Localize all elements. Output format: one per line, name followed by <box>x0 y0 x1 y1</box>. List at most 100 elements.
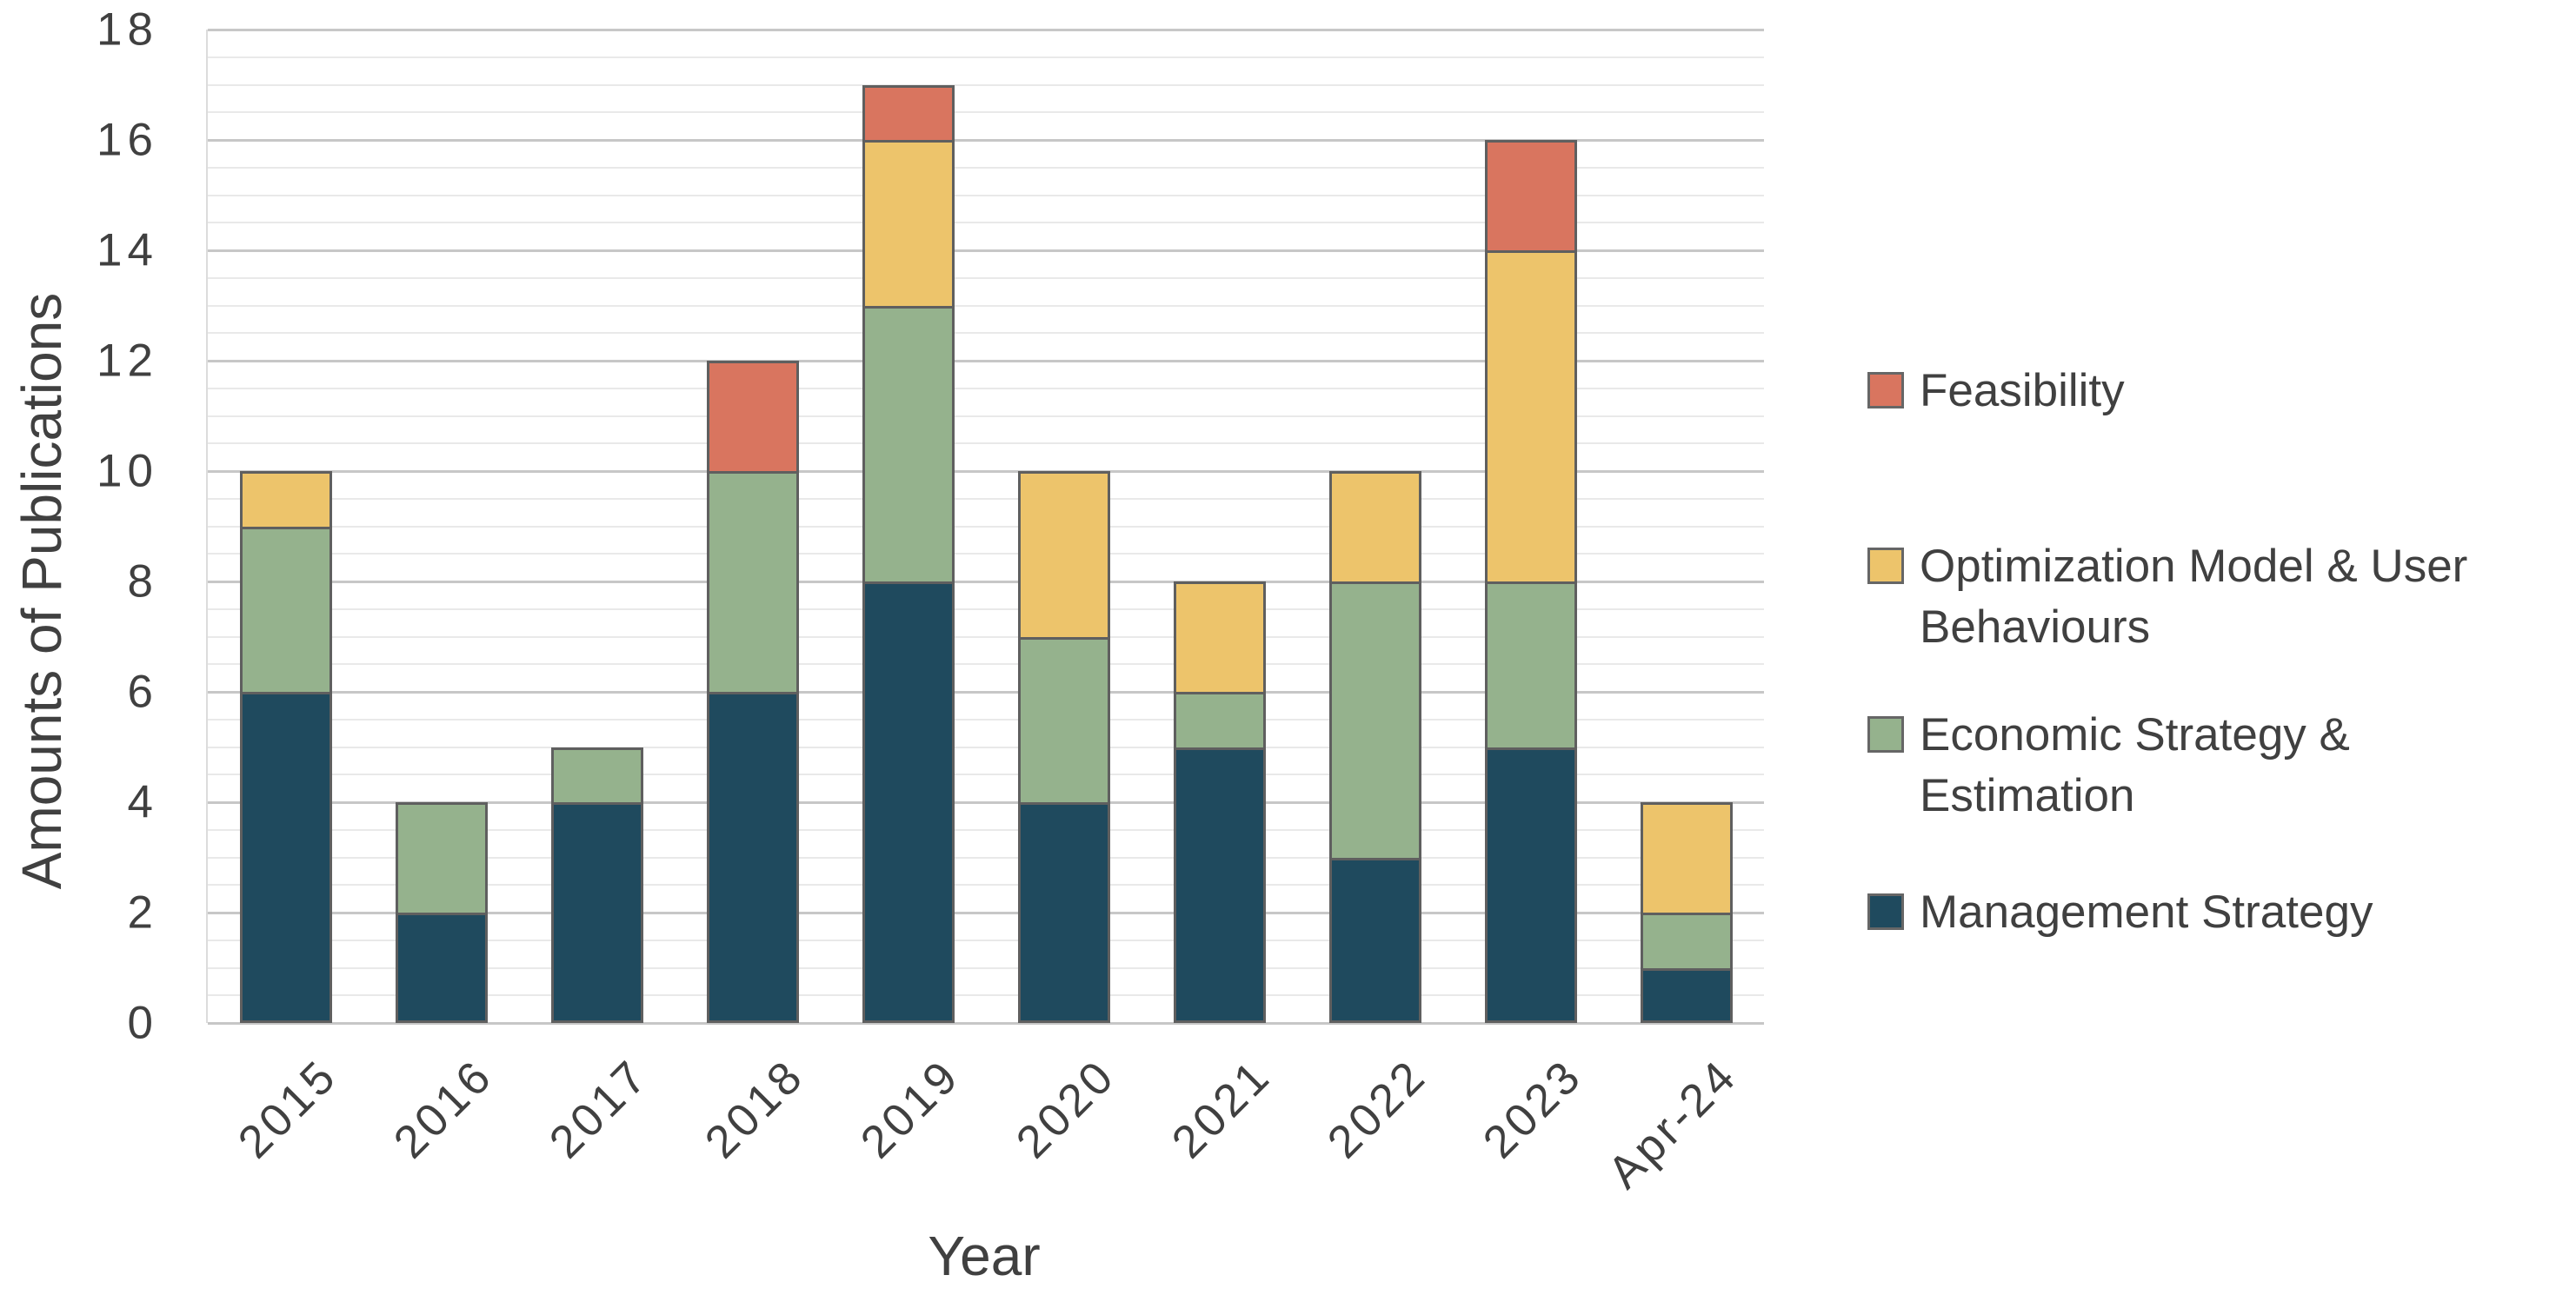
gridline-minor <box>208 994 1764 997</box>
y-axis-ticks: 0 2 4 6 8 10 12 14 16 18 <box>0 4 158 1049</box>
x-tick-label: 2018 <box>695 1049 814 1169</box>
legend-label: Optimization Model & User Behaviours <box>1920 541 2468 653</box>
legend-item-management-strategy: Management Strategy <box>1867 882 2373 943</box>
legend-label: Economic Strategy & Estimation <box>1920 709 2350 821</box>
legend-marker-icon <box>1867 372 1904 408</box>
gridline-major <box>208 691 1764 694</box>
bar-segment-2019-management-strategy <box>862 581 955 1023</box>
x-axis-ticks: 2015 2016 2017 2018 2019 2020 2021 2022 2023 Apr-… <box>206 1023 1762 1315</box>
gridline-minor <box>208 83 1764 86</box>
gridline-minor <box>208 884 1764 887</box>
bar-segment-2016-management-strategy <box>395 913 488 1023</box>
bar-segment-2021-optimization-model-user-behaviours <box>1173 581 1266 692</box>
bar-segment-2022-economic-strategy-estimation <box>1328 581 1421 858</box>
legend-item-economic-strategy-estimation: Economic Strategy & Estimation <box>1867 705 2563 827</box>
y-tick-label: 6 <box>127 666 158 718</box>
bar-segment-2023-management-strategy <box>1484 747 1577 1023</box>
bar-segment-2020-optimization-model-user-behaviours <box>1017 471 1110 637</box>
gridline-major <box>208 1022 1764 1025</box>
gridline-major <box>208 249 1764 252</box>
y-tick-label: 10 <box>97 445 158 497</box>
gridline-minor <box>208 718 1764 721</box>
gridline-minor <box>208 222 1764 224</box>
gridline-minor <box>208 442 1764 445</box>
bar-segment-2022-management-strategy <box>1328 857 1421 1023</box>
gridline-major <box>208 29 1764 31</box>
bar-segment-2017-economic-strategy-estimation <box>550 747 643 802</box>
bar-segment-2019-economic-strategy-estimation <box>862 305 955 581</box>
gridline-minor <box>208 939 1764 941</box>
gridline-major <box>208 912 1764 914</box>
gridline-minor <box>208 663 1764 666</box>
x-tick-label: 2021 <box>1162 1049 1281 1169</box>
x-tick-label: 2016 <box>383 1049 503 1169</box>
bar-segment-2022-optimization-model-user-behaviours <box>1328 471 1421 581</box>
bar-segment-2017-management-strategy <box>550 802 643 1023</box>
gridline-minor <box>208 497 1764 500</box>
y-tick-label: 16 <box>97 114 158 166</box>
bar-segment-Apr-24-management-strategy <box>1640 967 1733 1023</box>
bar-segment-2020-management-strategy <box>1017 802 1110 1023</box>
gridline-minor <box>208 415 1764 417</box>
gridline-minor <box>208 276 1764 279</box>
gridline-minor <box>208 111 1764 114</box>
bar-segment-2019-feasibility <box>862 84 955 140</box>
gridline-minor <box>208 966 1764 969</box>
bar-segment-2019-optimization-model-user-behaviours <box>862 140 955 306</box>
gridline-minor <box>208 828 1764 831</box>
gridline-minor <box>208 387 1764 389</box>
y-tick-label: 14 <box>97 224 158 276</box>
gridline-minor <box>208 746 1764 748</box>
bar-segment-2021-management-strategy <box>1173 747 1266 1023</box>
bar-segment-2023-optimization-model-user-behaviours <box>1484 250 1577 581</box>
bar-segment-2018-management-strategy <box>706 692 799 1023</box>
x-axis-title: Year <box>928 1225 1041 1287</box>
bar-segment-Apr-24-economic-strategy-estimation <box>1640 913 1733 968</box>
bar-segment-2018-economic-strategy-estimation <box>706 471 799 692</box>
gridline-minor <box>208 856 1764 859</box>
plot-area <box>206 29 1764 1025</box>
gridline-major <box>208 470 1764 473</box>
gridline-minor <box>208 525 1764 528</box>
gridline-major <box>208 139 1764 142</box>
gridline-minor <box>208 166 1764 169</box>
x-tick-label: 2015 <box>228 1049 347 1169</box>
gridline-minor <box>208 608 1764 610</box>
x-tick-label: 2022 <box>1317 1049 1436 1169</box>
gridline-minor <box>208 56 1764 58</box>
bar-segment-2023-economic-strategy-estimation <box>1484 581 1577 747</box>
gridline-major <box>208 801 1764 804</box>
bar-segment-2020-economic-strategy-estimation <box>1017 636 1110 802</box>
gridline-minor <box>208 304 1764 307</box>
legend-item-feasibility: Feasibility <box>1867 361 2125 422</box>
x-tick-label: 2020 <box>1006 1049 1125 1169</box>
bar-segment-2015-economic-strategy-estimation <box>239 526 332 692</box>
legend-marker-icon <box>1867 548 1904 584</box>
bar-segment-2015-optimization-model-user-behaviours <box>239 471 332 527</box>
gridline-minor <box>208 774 1764 776</box>
legend-marker-icon <box>1867 893 1904 930</box>
bar-segment-Apr-24-optimization-model-user-behaviours <box>1640 802 1733 913</box>
y-tick-label: 0 <box>127 997 158 1049</box>
bar-segment-2018-feasibility <box>706 361 799 471</box>
y-tick-label: 18 <box>97 3 158 56</box>
x-tick-label: Apr-24 <box>1598 1049 1747 1199</box>
legend-label: Management Strategy <box>1920 887 2373 938</box>
x-tick-label: 2023 <box>1473 1049 1592 1169</box>
bar-segment-2015-management-strategy <box>239 692 332 1023</box>
y-tick-label: 4 <box>127 776 158 828</box>
gridline-major <box>208 360 1764 362</box>
gridline-minor <box>208 332 1764 335</box>
x-tick-label: 2017 <box>539 1049 658 1169</box>
gridline-minor <box>208 635 1764 638</box>
legend-label: Feasibility <box>1920 365 2125 416</box>
gridline-major <box>208 581 1764 583</box>
gridline-minor <box>208 194 1764 196</box>
legend-item-optimization-model-user-behaviours: Optimization Model & User Behaviours <box>1867 536 2563 658</box>
legend-marker-icon <box>1867 716 1904 753</box>
x-tick-label: 2019 <box>850 1049 969 1169</box>
bar-segment-2021-economic-strategy-estimation <box>1173 692 1266 747</box>
gridline-minor <box>208 553 1764 555</box>
y-tick-label: 12 <box>97 335 158 387</box>
y-tick-label: 2 <box>127 887 158 939</box>
